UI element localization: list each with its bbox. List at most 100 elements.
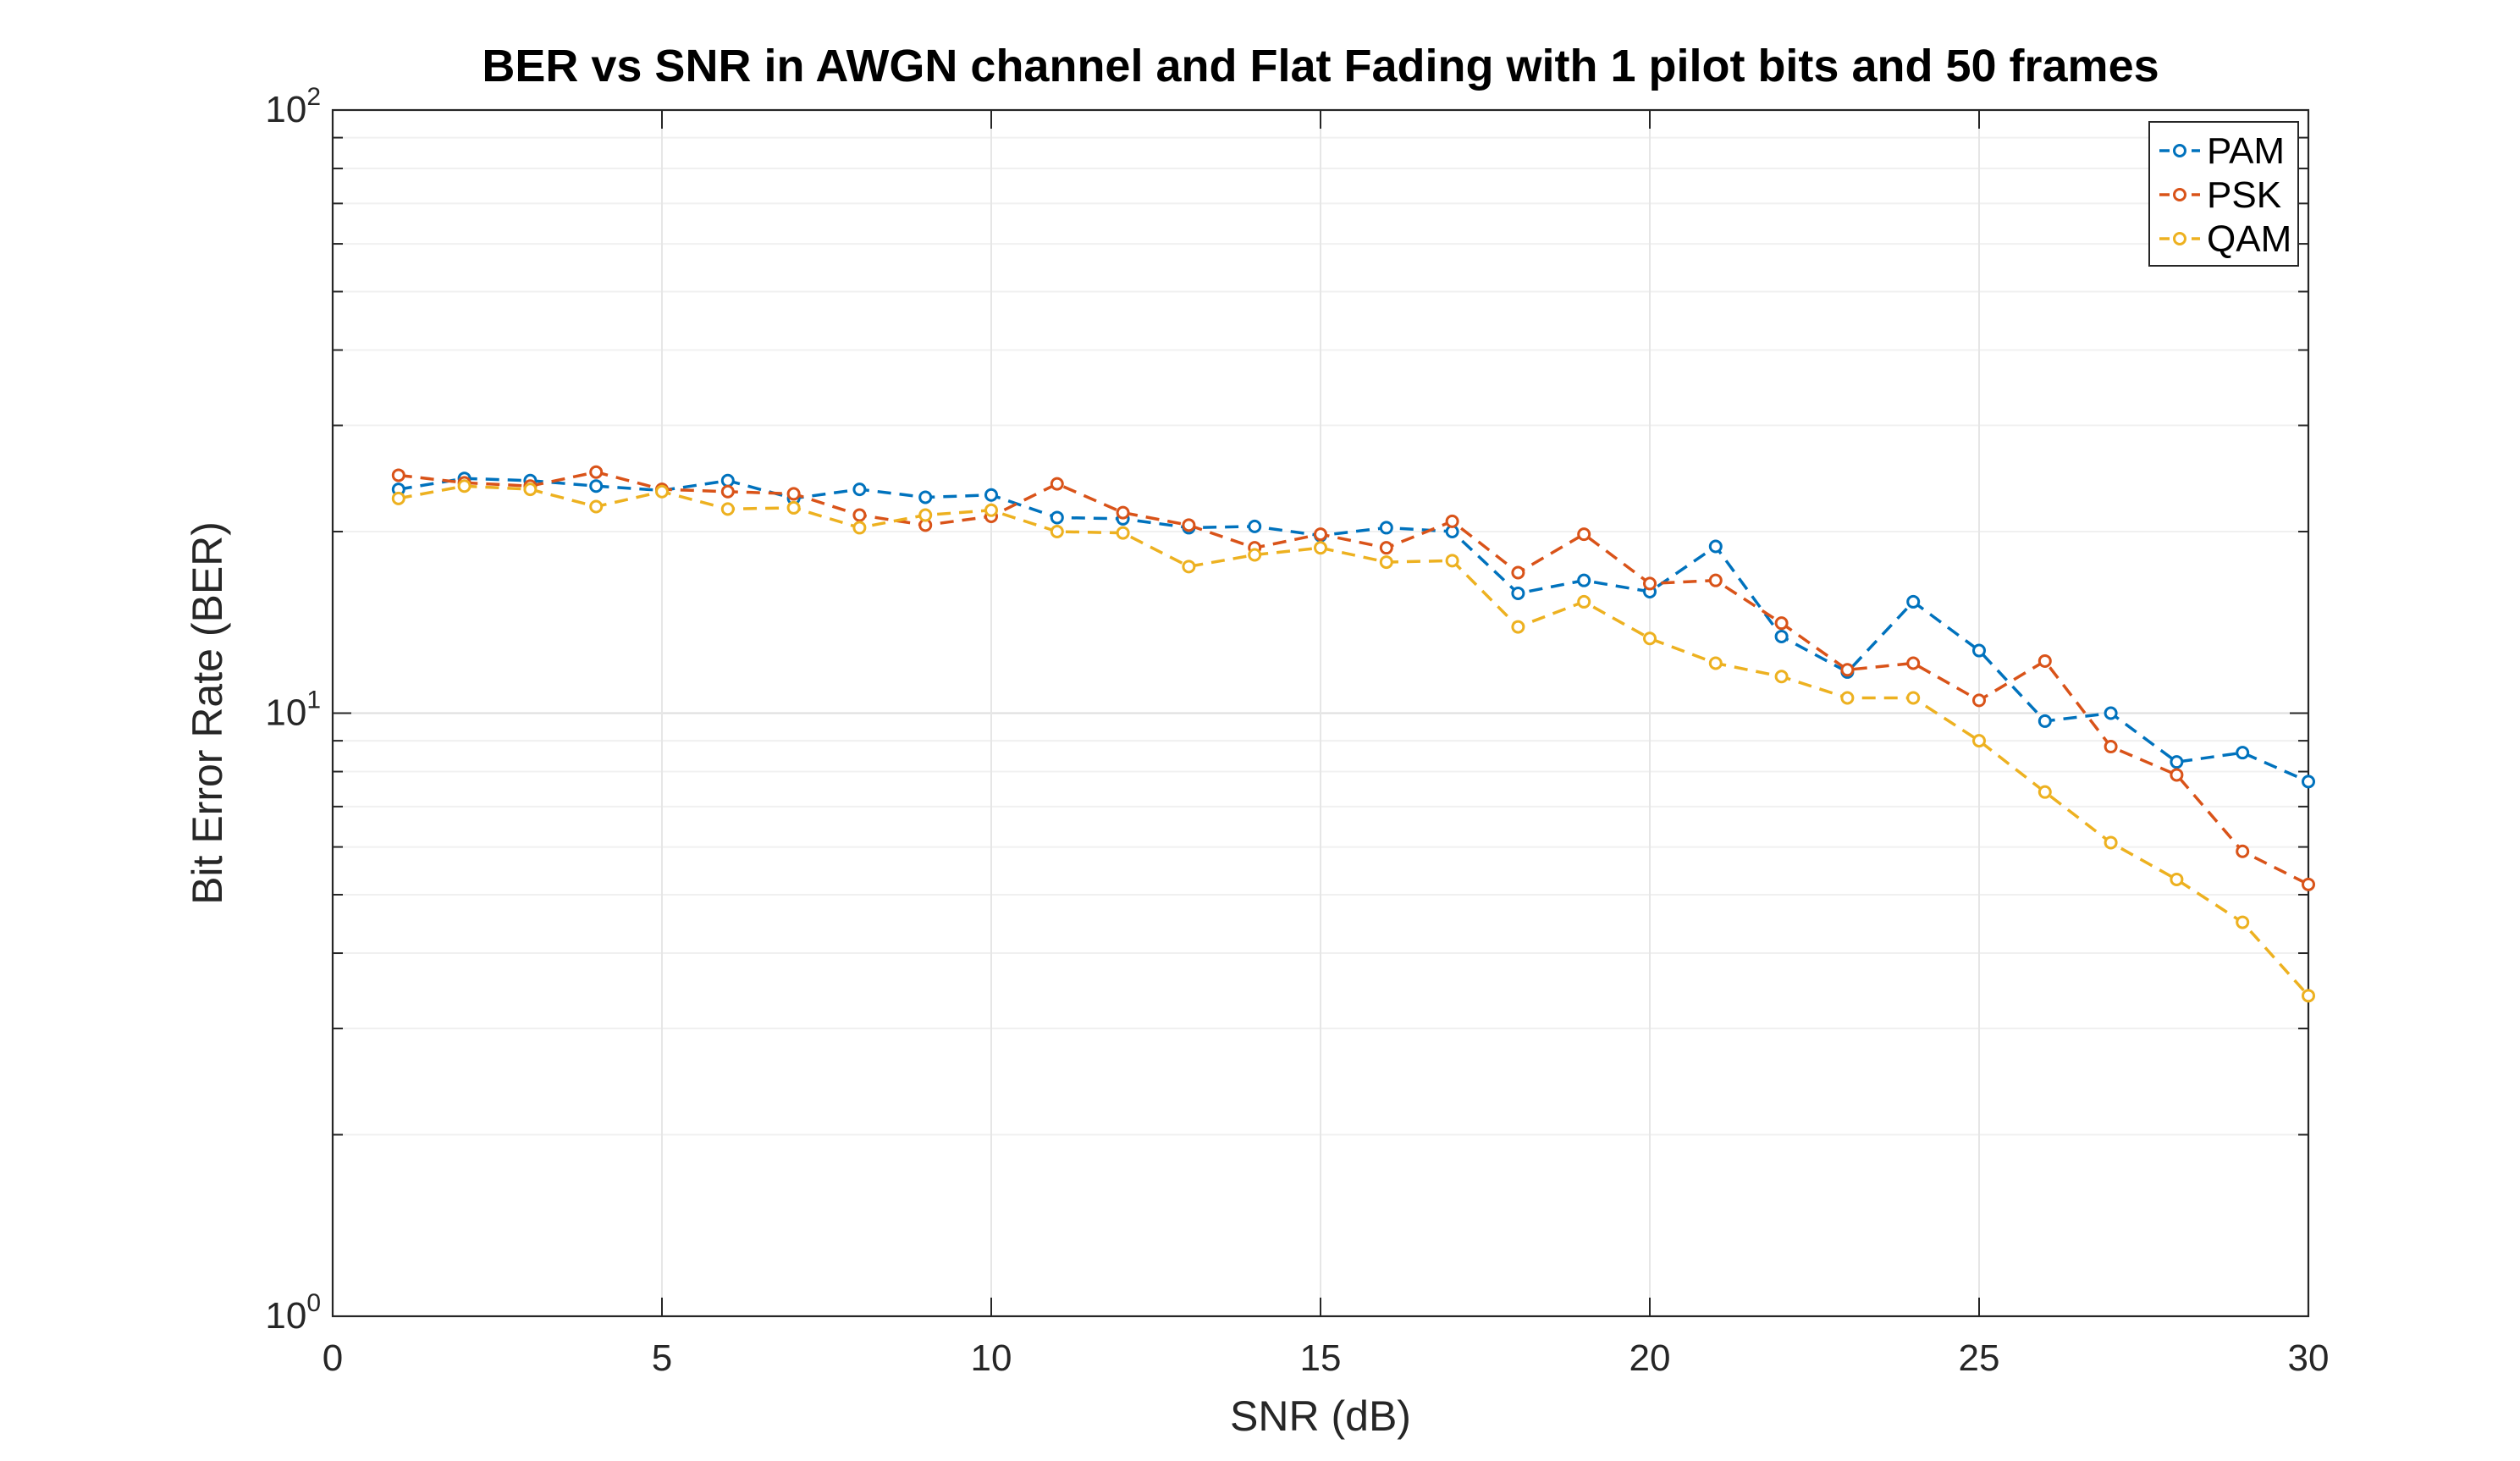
data-point-psk bbox=[1643, 576, 1657, 591]
legend-label: PSK bbox=[2207, 174, 2281, 216]
data-point-pam bbox=[2038, 714, 2052, 728]
data-point-qam bbox=[2236, 915, 2250, 929]
series-qam bbox=[391, 479, 2315, 1003]
x-tick-label: 5 bbox=[652, 1337, 672, 1379]
data-point-qam bbox=[984, 503, 998, 517]
x-tick-label: 10 bbox=[971, 1337, 1012, 1379]
data-point-psk bbox=[720, 484, 735, 499]
data-point-psk bbox=[786, 487, 801, 501]
x-tick-label: 0 bbox=[323, 1337, 343, 1379]
data-point-psk bbox=[1116, 505, 1130, 520]
x-tick-label: 20 bbox=[1629, 1337, 1671, 1379]
y-tick-base: 10 bbox=[265, 1295, 306, 1337]
data-series bbox=[391, 465, 2315, 1003]
data-point-psk bbox=[1906, 656, 1921, 670]
x-axis-label: SNR (dB) bbox=[1230, 1392, 1411, 1440]
data-point-pam bbox=[1708, 539, 1723, 554]
y-tick-label: 102 bbox=[265, 83, 321, 130]
data-point-psk bbox=[852, 508, 867, 522]
data-point-pam bbox=[1577, 573, 1591, 587]
y-axis-label: Bit Error Rate (BER) bbox=[184, 521, 231, 905]
data-point-psk bbox=[2302, 877, 2315, 891]
data-point-pam bbox=[1511, 586, 1525, 600]
grid-lines bbox=[333, 110, 2308, 1316]
y-tick-label: 101 bbox=[265, 686, 321, 734]
data-point-pam bbox=[2104, 706, 2118, 720]
data-point-qam bbox=[852, 521, 867, 535]
legend-label: QAM bbox=[2207, 218, 2291, 260]
data-point-psk bbox=[1774, 616, 1789, 631]
data-point-psk bbox=[1182, 518, 1196, 532]
y-tick-label: 100 bbox=[265, 1289, 321, 1337]
legend-swatch-marker bbox=[2173, 144, 2186, 157]
data-point-pam bbox=[1050, 510, 1064, 525]
data-point-psk bbox=[2104, 740, 2118, 754]
data-point-psk bbox=[1708, 573, 1723, 587]
data-point-qam bbox=[589, 499, 604, 514]
data-point-qam bbox=[655, 484, 669, 499]
plot-frame bbox=[331, 108, 2310, 1318]
legend-swatch-marker bbox=[2173, 232, 2186, 245]
data-point-psk bbox=[589, 465, 604, 479]
data-point-qam bbox=[1314, 541, 1327, 555]
data-point-qam bbox=[1050, 525, 1064, 539]
data-point-pam bbox=[1248, 519, 1262, 533]
data-point-pam bbox=[1379, 521, 1393, 535]
series-line-pam bbox=[398, 477, 2309, 784]
y-tick-base: 10 bbox=[265, 692, 306, 734]
data-point-pam bbox=[984, 488, 998, 502]
data-point-psk bbox=[1577, 527, 1591, 542]
data-point-pam bbox=[720, 473, 735, 488]
data-point-qam bbox=[2302, 989, 2315, 1003]
data-point-qam bbox=[1116, 526, 1130, 540]
data-point-psk bbox=[2170, 768, 2184, 782]
data-point-pam bbox=[2302, 775, 2315, 789]
legend-item-pam: PAM bbox=[2159, 130, 2285, 172]
data-point-psk bbox=[1840, 663, 1855, 677]
series-line-qam bbox=[398, 484, 2310, 997]
y-tick-base: 10 bbox=[265, 89, 306, 130]
data-point-qam bbox=[1840, 691, 1855, 705]
data-point-qam bbox=[1511, 620, 1525, 634]
data-point-psk bbox=[1379, 541, 1393, 555]
data-point-qam bbox=[1248, 548, 1262, 562]
x-tick-label: 25 bbox=[1959, 1337, 2000, 1379]
x-tick-label: 15 bbox=[1300, 1337, 1342, 1379]
y-tick-exponent: 1 bbox=[306, 686, 321, 714]
data-point-qam bbox=[1182, 560, 1196, 574]
x-tick-label: 30 bbox=[2288, 1337, 2330, 1379]
data-point-qam bbox=[918, 508, 933, 522]
legend-swatch-marker bbox=[2173, 188, 2186, 201]
data-point-qam bbox=[2170, 872, 2184, 886]
data-point-pam bbox=[1972, 643, 1986, 658]
data-point-qam bbox=[1708, 656, 1723, 670]
y-tick-exponent: 0 bbox=[306, 1289, 321, 1317]
chart-title: BER vs SNR in AWGN channel and Flat Fadi… bbox=[482, 41, 2159, 91]
data-point-qam bbox=[1445, 554, 1459, 568]
data-point-qam bbox=[391, 491, 405, 505]
data-point-pam bbox=[1906, 594, 1921, 609]
data-point-psk bbox=[1445, 514, 1459, 528]
data-point-pam bbox=[852, 482, 867, 497]
data-point-qam bbox=[1379, 555, 1393, 570]
y-tick-exponent: 2 bbox=[306, 83, 321, 111]
legend-label: PAM bbox=[2207, 130, 2285, 172]
data-point-psk bbox=[1511, 565, 1525, 580]
data-point-psk bbox=[2038, 653, 2052, 668]
data-point-qam bbox=[1906, 691, 1921, 705]
data-point-qam bbox=[1643, 631, 1657, 646]
data-point-pam bbox=[2236, 746, 2250, 760]
data-point-pam bbox=[918, 490, 933, 504]
data-point-qam bbox=[1774, 670, 1789, 684]
data-point-pam bbox=[2170, 755, 2184, 769]
legend-item-psk: PSK bbox=[2159, 174, 2281, 216]
data-point-psk bbox=[391, 468, 405, 482]
data-point-psk bbox=[1314, 527, 1327, 542]
data-point-psk bbox=[1972, 693, 1986, 708]
data-point-qam bbox=[720, 502, 735, 516]
data-point-pam bbox=[589, 479, 604, 493]
data-point-qam bbox=[457, 479, 471, 493]
